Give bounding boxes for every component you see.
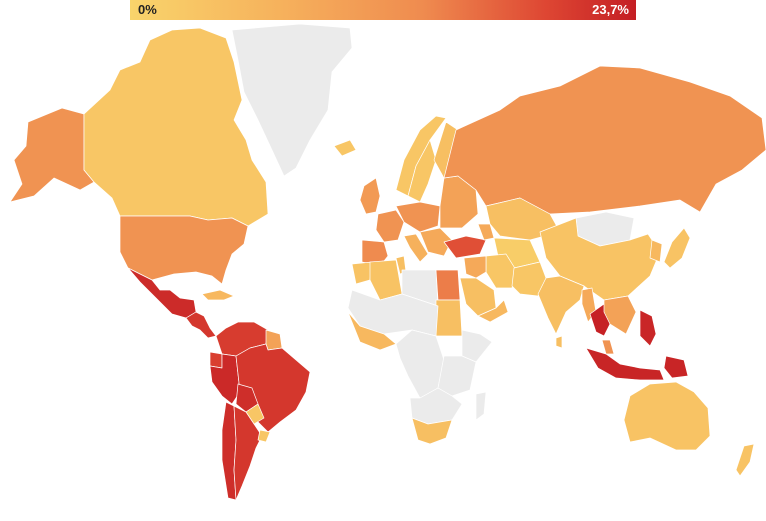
country-japan[interactable] [663, 227, 691, 269]
legend-min-label: 0% [138, 2, 157, 17]
region-horn-of-africa[interactable] [461, 329, 493, 363]
country-uruguay[interactable] [257, 429, 271, 443]
country-argentina[interactable] [233, 405, 263, 501]
country-south-africa[interactable] [411, 417, 453, 445]
region-east-africa[interactable] [437, 355, 477, 397]
country-algeria[interactable] [369, 259, 403, 301]
country-canada[interactable] [83, 27, 269, 227]
country-australia[interactable] [623, 381, 711, 451]
country-sri-lanka[interactable] [555, 335, 563, 349]
country-cuba[interactable] [201, 289, 235, 301]
country-philippines[interactable] [639, 309, 657, 347]
region-korea[interactable] [649, 239, 663, 263]
country-france[interactable] [375, 209, 405, 243]
country-madagascar[interactable] [475, 391, 487, 421]
country-indonesia[interactable] [585, 347, 665, 381]
country-alaska[interactable] [9, 107, 95, 203]
country-turkey[interactable] [443, 235, 487, 259]
country-mexico[interactable] [127, 267, 197, 319]
country-chile[interactable] [221, 401, 237, 501]
legend-max-label: 23,7% [592, 2, 629, 17]
country-morocco[interactable] [351, 261, 373, 285]
country-ecuador[interactable] [209, 351, 223, 369]
country-new-zealand[interactable] [735, 443, 755, 477]
color-scale-legend: 0% 23,7% [130, 0, 636, 20]
country-india[interactable] [537, 275, 585, 335]
country-egypt[interactable] [435, 269, 461, 301]
country-malaysia[interactable] [601, 339, 615, 355]
country-iceland[interactable] [333, 139, 357, 157]
region-afghanistan-pakistan[interactable] [511, 261, 547, 297]
country-russia[interactable] [443, 65, 766, 215]
region-central-africa[interactable] [395, 329, 445, 399]
region-guianas[interactable] [265, 329, 283, 351]
region-indochina[interactable] [603, 295, 637, 335]
country-italy[interactable] [403, 233, 429, 263]
region-central-europe[interactable] [395, 201, 441, 233]
region-uk-ireland[interactable] [359, 177, 381, 215]
region-papua[interactable] [663, 355, 689, 379]
region-middle-east[interactable] [463, 255, 487, 279]
region-central-america[interactable] [185, 311, 217, 339]
country-sudan[interactable] [435, 299, 463, 337]
region-yemen-oman[interactable] [477, 299, 509, 323]
country-greenland[interactable] [231, 23, 353, 177]
region-balkans[interactable] [419, 227, 453, 257]
